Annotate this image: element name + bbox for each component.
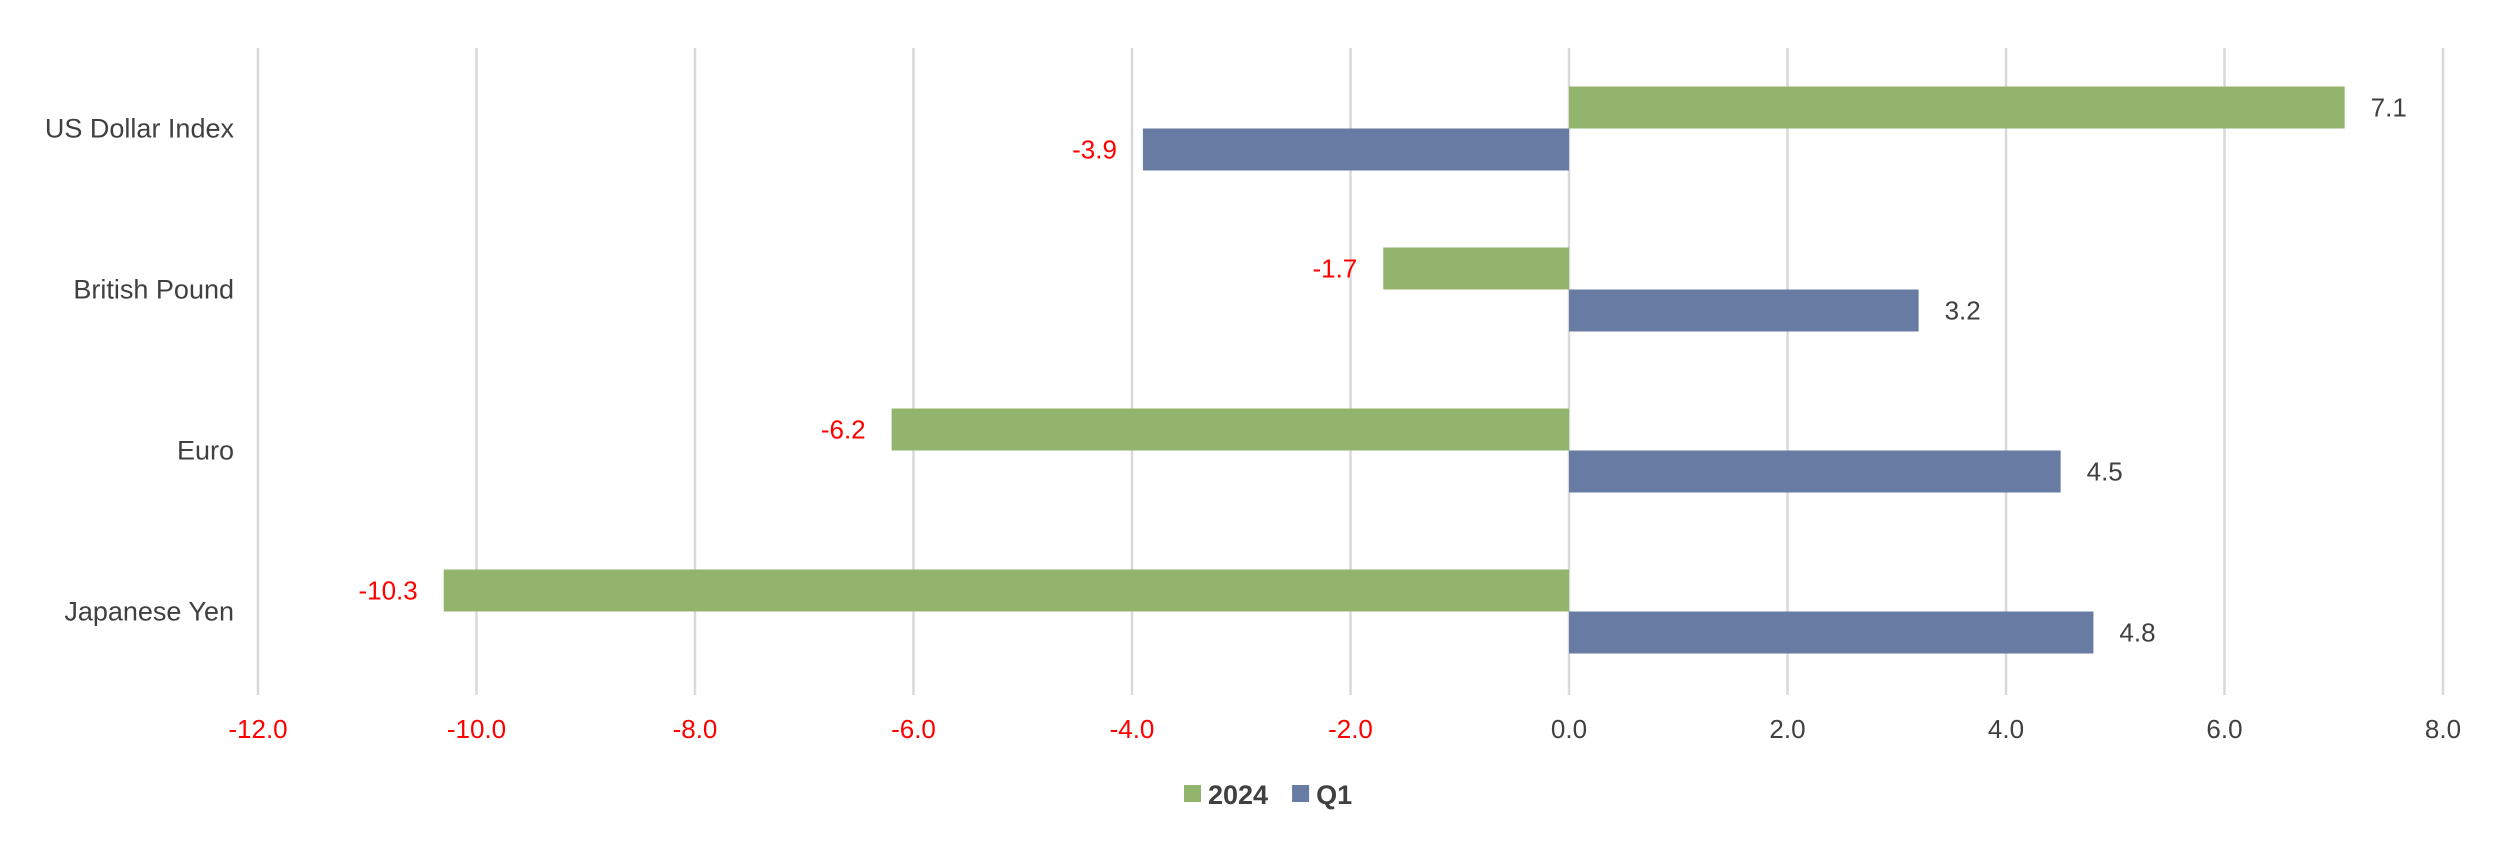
bar-q1-japanese-yen <box>1569 611 2094 654</box>
category-label: British Pound <box>73 275 234 305</box>
legend-label-2024: 2024 <box>1208 780 1268 810</box>
data-label: 4.5 <box>2087 457 2123 487</box>
bar-q1-british-pound <box>1569 289 1919 332</box>
x-tick-label: -12.0 <box>228 714 287 744</box>
category-label: Japanese Yen <box>64 597 234 627</box>
category-labels: US Dollar Index British Pound Euro Japanese… <box>45 114 235 627</box>
x-tick-label: -6.0 <box>891 714 936 744</box>
data-label: 7.1 <box>2371 93 2407 123</box>
bar-q1-us-dollar-index <box>1142 128 1569 171</box>
bar-2024-japanese-yen <box>443 569 1570 612</box>
bar-2024-british-pound <box>1383 247 1569 290</box>
data-label: -1.7 <box>1312 254 1357 284</box>
data-label: -10.3 <box>358 576 417 606</box>
data-label: 3.2 <box>1945 296 1981 326</box>
x-axis-tick-labels: -12.0 -10.0 -8.0 -6.0 -4.0 -2.0 0.0 2.0 4.0 6.0 8.… <box>228 714 2461 744</box>
category-label: US Dollar Index <box>45 114 235 144</box>
bar-2024-euro <box>891 408 1569 451</box>
x-tick-label: 0.0 <box>1551 714 1587 744</box>
x-tick-label: 2.0 <box>1769 714 1805 744</box>
data-label: -6.2 <box>821 415 866 445</box>
bars <box>443 86 2345 654</box>
bar-2024-us-dollar-index <box>1569 86 2345 129</box>
bar-q1-euro <box>1569 450 2061 493</box>
legend-swatch-2024 <box>1184 785 1201 802</box>
x-tick-label: 8.0 <box>2425 714 2461 744</box>
category-label: Euro <box>177 436 234 466</box>
legend-label-q1: Q1 <box>1316 780 1352 810</box>
x-tick-label: 4.0 <box>1988 714 2024 744</box>
data-labels: 7.1 -3.9 -1.7 3.2 -6.2 4.5 -10.3 4.8 <box>358 93 2406 648</box>
x-tick-label: -10.0 <box>447 714 506 744</box>
data-label: -3.9 <box>1072 135 1117 165</box>
x-tick-label: -8.0 <box>673 714 718 744</box>
data-label: 4.8 <box>2119 618 2155 648</box>
x-tick-label: -2.0 <box>1328 714 1373 744</box>
x-tick-label: -4.0 <box>1110 714 1155 744</box>
legend-swatch-q1 <box>1292 785 1310 802</box>
x-tick-label: 6.0 <box>2206 714 2242 744</box>
legend: 2024 Q1 <box>1184 780 1352 810</box>
